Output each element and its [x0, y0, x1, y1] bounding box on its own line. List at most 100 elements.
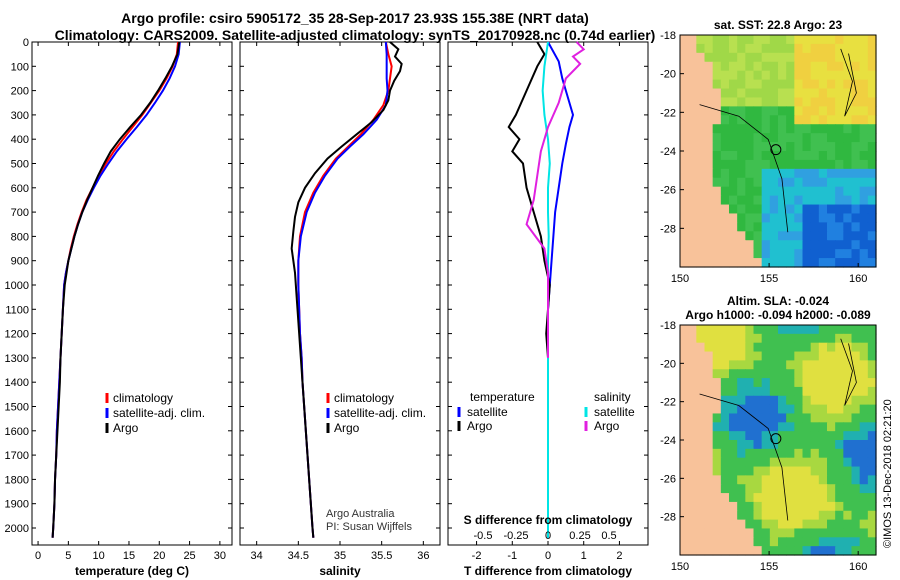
map-cell [835, 395, 844, 406]
map-cell [737, 342, 746, 353]
map-cell [810, 519, 820, 530]
map-cell [704, 52, 714, 63]
map-cell [753, 422, 763, 432]
map-cell [867, 240, 877, 250]
map-cell [761, 106, 771, 116]
map-cell [769, 79, 779, 90]
map-cell [859, 351, 869, 361]
map-cell [753, 142, 763, 152]
map-cell [818, 70, 828, 81]
x-tick-label: 25 [183, 550, 195, 562]
map-cell [843, 546, 853, 556]
map-cell [802, 325, 812, 335]
map-cell [851, 431, 861, 441]
y-tick-label: 1400 [5, 377, 29, 389]
map-cell [794, 333, 804, 344]
map-cell [696, 493, 706, 503]
map-cell [843, 43, 853, 54]
map-cell [704, 395, 714, 406]
map-cell [810, 70, 820, 81]
map-cell [745, 325, 755, 335]
map-cell [786, 159, 795, 170]
map-cell [704, 124, 714, 134]
map-cell [729, 142, 738, 152]
map-cell [761, 325, 771, 335]
map-cell [867, 151, 877, 161]
map-cell [712, 70, 722, 81]
map-cell [696, 351, 706, 361]
map-cell [704, 378, 714, 388]
map-cell [680, 395, 689, 406]
map-cell [680, 204, 689, 215]
map-cell [851, 133, 861, 143]
map-cell [818, 484, 828, 494]
map-cell [867, 106, 877, 116]
map-cell [712, 35, 722, 45]
map-cell [794, 546, 804, 556]
map-cell [761, 369, 771, 379]
map-cell [737, 186, 746, 197]
y-tick-label: 700 [11, 207, 29, 219]
series-line [290, 41, 403, 538]
map-cell [867, 142, 877, 152]
map-cell [786, 61, 795, 72]
map-cell [778, 360, 787, 370]
map-cell [712, 493, 722, 503]
y-tick-label: -18 [660, 30, 676, 42]
map-cell [753, 457, 763, 468]
map-cell [737, 510, 746, 521]
map-cell [729, 457, 738, 468]
map-cell [729, 519, 738, 530]
map-cell [810, 386, 820, 397]
map-cell [786, 457, 795, 468]
map-cell [859, 52, 869, 63]
map-cell [753, 106, 763, 116]
map-cell [851, 342, 861, 353]
map-cell [827, 61, 836, 72]
map-cell [737, 231, 746, 241]
map-cell [843, 457, 853, 468]
map-cell [704, 448, 714, 459]
map-cell [818, 106, 828, 116]
map-cell [737, 79, 746, 90]
map-cell [786, 231, 795, 241]
map-cell [835, 386, 844, 397]
map-cell [818, 213, 828, 223]
map-cell [794, 79, 804, 90]
map-cell [729, 231, 738, 241]
map-cell [794, 448, 804, 459]
map-cell [712, 106, 722, 116]
map-cell [696, 213, 706, 223]
x-axis-label: temperature (deg C) [75, 564, 189, 578]
map-cell [769, 177, 779, 188]
map-cell [688, 240, 697, 250]
map-cell [778, 204, 787, 215]
map-cell [704, 186, 714, 197]
y-tick-label: 900 [11, 256, 29, 268]
map-cell [680, 43, 689, 54]
map-cell [794, 133, 804, 143]
map-cell [720, 213, 730, 223]
map-cell [835, 422, 844, 432]
map-cell [827, 115, 836, 125]
map-cell [769, 395, 779, 406]
map-cell [680, 168, 689, 179]
map-cell [729, 61, 738, 72]
map-cell [802, 386, 812, 397]
map-cell [720, 546, 730, 556]
map-cell [818, 61, 828, 72]
map-cell [794, 493, 804, 503]
map-cell [761, 231, 771, 241]
map-cell [729, 484, 738, 494]
map-cell [778, 133, 787, 143]
map-cell [786, 360, 795, 370]
map-cell [867, 249, 877, 259]
map-cell [843, 159, 853, 170]
map-cell [704, 537, 714, 547]
map-cell [835, 88, 844, 99]
map-cell [851, 510, 861, 521]
map-cell [696, 431, 706, 441]
map-cell [851, 204, 861, 215]
map-cell [753, 79, 763, 90]
map-cell [818, 151, 828, 161]
